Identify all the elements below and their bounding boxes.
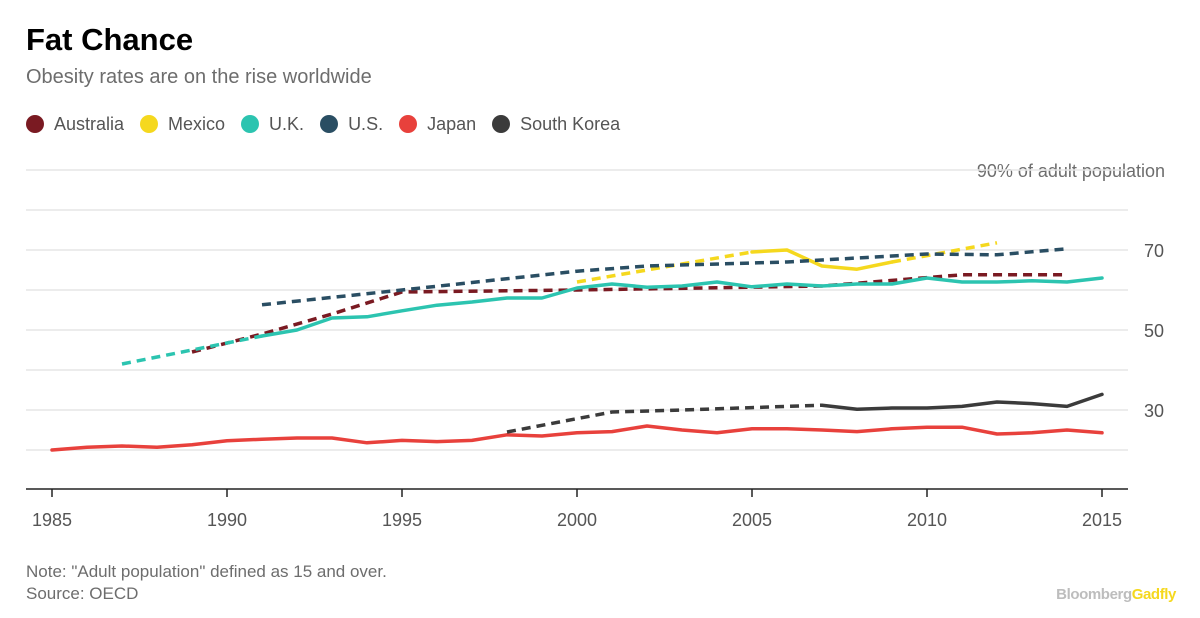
y-tick-label-70: 70 bbox=[1144, 241, 1164, 261]
x-tick-label-1985: 1985 bbox=[32, 510, 72, 530]
footnote: Note: "Adult population" defined as 15 a… bbox=[26, 561, 387, 605]
legend-item-u-s: U.S. bbox=[320, 114, 383, 135]
legend-item-australia: Australia bbox=[26, 114, 124, 135]
legend-swatch-japan bbox=[399, 115, 418, 133]
legend-swatch-south-korea bbox=[492, 115, 511, 133]
legend-label-australia: Australia bbox=[54, 113, 125, 134]
legend-label-mexico: Mexico bbox=[168, 113, 226, 134]
x-tick-label-2005: 2005 bbox=[732, 510, 772, 530]
series-line-australia-dashed-1 bbox=[191, 273, 1067, 354]
legend-label-japan: Japan bbox=[427, 113, 477, 134]
x-tick-label-1995: 1995 bbox=[382, 510, 422, 530]
y-axis-unit-label: 90% of adult population bbox=[976, 161, 1165, 181]
brand-gadfly: Gadfly bbox=[1131, 586, 1177, 603]
y-tick-label-30: 30 bbox=[1144, 401, 1164, 421]
legend-swatch-u-s bbox=[320, 115, 339, 133]
chart-title: Fat Chance bbox=[26, 22, 194, 57]
legend-swatch-u-k bbox=[241, 115, 260, 133]
legend-label-south-korea: South Korea bbox=[520, 113, 621, 134]
series-line-u-s-dashed-1 bbox=[261, 247, 1068, 307]
series-line-south-korea-solid-2 bbox=[820, 392, 1104, 411]
series-line-u-k-dashed-1 bbox=[121, 334, 263, 366]
source-text: Source: OECD bbox=[26, 584, 139, 603]
chart-subtitle: Obesity rates are on the rise worldwide bbox=[26, 66, 372, 88]
legend-item-u-k: U.K. bbox=[241, 114, 304, 135]
legend-label-u-k: U.K. bbox=[269, 113, 305, 134]
series-line-japan-solid-1 bbox=[50, 424, 1104, 452]
x-tick-label-2000: 2000 bbox=[557, 510, 597, 530]
series-line-mexico-dashed-1 bbox=[576, 250, 753, 284]
x-tick-label-2010: 2010 bbox=[907, 510, 947, 530]
legend-label-u-s: U.S. bbox=[348, 113, 384, 134]
brand-bloomberg: Bloomberg bbox=[1056, 586, 1132, 603]
x-tick-label-1990: 1990 bbox=[207, 510, 247, 530]
series-line-u-k-solid-2 bbox=[260, 276, 1104, 338]
legend-item-japan: Japan bbox=[399, 114, 476, 135]
legend-swatch-mexico bbox=[140, 115, 159, 133]
series-line-mexico-solid-2 bbox=[750, 248, 894, 271]
note-text: Note: "Adult population" defined as 15 a… bbox=[26, 562, 387, 581]
x-tick-label-2015: 2015 bbox=[1082, 510, 1122, 530]
legend: Australia Mexico U.K. U.S. Japan South Korea bbox=[26, 112, 636, 136]
legend-item-mexico: Mexico bbox=[140, 114, 225, 135]
legend-swatch-australia bbox=[26, 115, 44, 133]
series-line-mexico-dashed-3 bbox=[891, 241, 998, 264]
series-line-south-korea-dashed-1 bbox=[506, 403, 823, 434]
legend-item-south-korea: South Korea bbox=[492, 114, 620, 135]
y-tick-label-50: 50 bbox=[1144, 321, 1164, 341]
brand-logo: BloombergGadfly bbox=[1056, 586, 1176, 603]
